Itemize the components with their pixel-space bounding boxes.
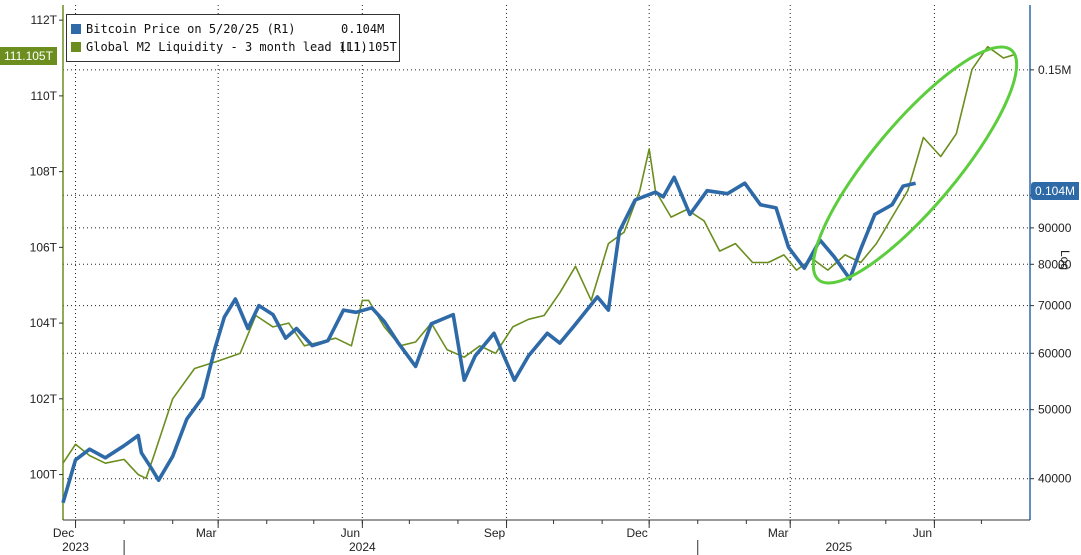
grid-lines [63, 5, 1030, 520]
y-right-tick-label: 70000 [1038, 299, 1072, 313]
x-tick-label: Dec [626, 526, 647, 540]
legend: Bitcoin Price on 5/20/25 (R1) 0.104M Glo… [66, 14, 400, 62]
y-left-tick-label: 102T [30, 392, 58, 406]
x-tick-label: Dec [53, 526, 74, 540]
y-left-tick-label: 108T [30, 165, 58, 179]
legend-value-m2: 111.105T [339, 40, 397, 54]
x-tick-label: Mar [196, 526, 217, 540]
y-right-tick-label: 90000 [1038, 221, 1072, 235]
m2-last-value-tag: 111.105T [0, 47, 57, 65]
x-tick-label: Sep [484, 526, 506, 540]
legend-item-bitcoin: Bitcoin Price on 5/20/25 (R1) 0.104M [71, 21, 384, 37]
y-right-tick-label: 0.15M [1038, 63, 1071, 77]
y-right-tick-label: 50000 [1038, 403, 1072, 417]
y-left-tick-label: 112T [31, 13, 58, 27]
y-left-tick-label: 110T [31, 89, 58, 103]
highlight-ellipse [811, 45, 1019, 285]
y-left-tick-label: 106T [30, 240, 58, 254]
legend-label-m2: Global M2 Liquidity - 3 month lead (L1) [86, 40, 368, 54]
series-layer [61, 45, 1017, 504]
annotation-layer [811, 45, 1019, 285]
log-scale-label: Log [1058, 250, 1072, 270]
legend-value-bitcoin: 0.104M [341, 22, 385, 36]
x-tick-label: Jun [341, 526, 360, 540]
y-left-tick-label: 100T [30, 468, 58, 482]
x-year-label: 2023 [62, 540, 89, 554]
y-right-tick-label: 80000 [1038, 257, 1072, 271]
x-tick-label: Jun [913, 526, 932, 540]
axes: 100T 102T 104T 106T 108T 110T 112T 40000 50000 60… [30, 5, 1072, 555]
legend-swatch-m2 [71, 42, 81, 52]
y-right-tick-label: 60000 [1038, 346, 1072, 360]
bitcoin-last-value-tag: 0.104M [1031, 182, 1080, 200]
y-right-tick-label: 40000 [1038, 472, 1072, 486]
x-year-label: 2024 [349, 540, 376, 554]
x-tick-label: Mar [768, 526, 789, 540]
legend-label-bitcoin: Bitcoin Price on 5/20/25 (R1) [86, 22, 296, 36]
y-left-tick-label: 104T [30, 316, 58, 330]
legend-item-m2: Global M2 Liquidity - 3 month lead (L1) … [71, 39, 397, 55]
x-year-label: 2025 [825, 540, 852, 554]
legend-swatch-bitcoin [71, 24, 81, 34]
bitcoin-price-line [61, 175, 917, 504]
